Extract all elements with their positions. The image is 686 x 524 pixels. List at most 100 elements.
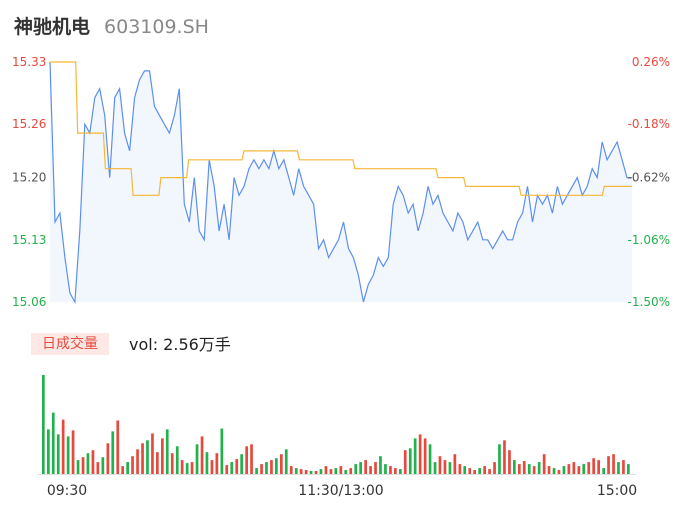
volume-bar (513, 460, 516, 474)
volume-bar (151, 433, 154, 474)
volume-bar (443, 460, 447, 474)
volume-bar (220, 428, 224, 474)
y-tick-left: 15.20 (12, 171, 46, 185)
y-tick-left: 15.33 (12, 55, 46, 69)
volume-bar (617, 462, 620, 474)
volume-bar (289, 466, 293, 474)
y-tick-left: 15.06 (12, 295, 46, 309)
volume-bar (225, 465, 229, 474)
volume-bar (379, 456, 382, 474)
volume-bar (71, 430, 75, 474)
time-label: 09:30 (47, 483, 87, 499)
volume-bar (552, 468, 556, 474)
price-panel (49, 61, 632, 305)
volume-bar (418, 434, 422, 474)
volume-bar (389, 466, 392, 474)
volume-bar (498, 444, 501, 474)
y-axis-left: 15.33 15.26 15.20 15.13 15.06 (12, 55, 46, 309)
volume-bar (572, 462, 576, 474)
volume-bar (542, 454, 546, 474)
volume-bar (354, 464, 358, 474)
volume-bar (230, 462, 234, 474)
volume-bar (408, 448, 412, 474)
price-line (49, 61, 632, 305)
volume-bar (448, 462, 452, 474)
stock-code: 603109.SH (104, 16, 209, 38)
volume-bar (309, 471, 313, 474)
volume-bar (403, 450, 407, 474)
volume-bar (66, 436, 70, 474)
volume-bar (96, 462, 100, 474)
volume-bar (359, 462, 362, 474)
volume-bar (463, 466, 467, 474)
volume-bar (215, 453, 219, 474)
y-tick-right: -1.06% (628, 233, 670, 247)
volume-bar (136, 449, 139, 475)
volume-bar (56, 434, 60, 474)
volume-bar (522, 461, 526, 474)
volume-bar (156, 452, 159, 474)
volume-bar (329, 469, 333, 475)
volume-bar (369, 466, 372, 474)
volume-bar (86, 453, 90, 474)
volume-bar (51, 412, 55, 474)
volume-bar (210, 460, 214, 474)
volume-bar (284, 449, 288, 475)
volume-bar (245, 446, 248, 474)
volume-bar (423, 438, 427, 474)
volume-bar (235, 459, 239, 474)
volume-bar (453, 454, 457, 474)
volume-bar (622, 460, 625, 474)
volume-bar (185, 463, 189, 474)
volume-bar (275, 458, 278, 474)
volume-bar (106, 443, 110, 474)
volume-tab[interactable]: 日成交量 (31, 333, 109, 355)
volume-bar (240, 454, 243, 474)
volume-bar (344, 470, 348, 474)
volume-bar (532, 466, 536, 474)
volume-bar (493, 462, 496, 474)
volume-bar (537, 462, 541, 474)
volume-bar (394, 468, 397, 474)
volume-bar (131, 456, 134, 474)
volume-bar (294, 468, 298, 474)
volume-bar (547, 466, 551, 474)
stock-name: 神驰机电 (14, 16, 91, 38)
volume-bar (483, 466, 486, 474)
volume-bar (47, 429, 50, 474)
volume-bar (413, 438, 417, 474)
volume-bar (438, 456, 442, 474)
volume-bar (334, 468, 338, 474)
volume-bar (433, 462, 437, 474)
volume-bar (190, 462, 194, 474)
volume-bar (468, 468, 472, 474)
volume-bar (250, 444, 253, 474)
time-label: 15:00 (597, 483, 637, 499)
volume-bar (567, 464, 571, 474)
volume-bar (364, 460, 367, 474)
volume-bar (101, 457, 105, 474)
volume-bar (597, 460, 600, 474)
time-label: 11:30/13:00 (298, 483, 383, 499)
volume-bar (61, 419, 65, 475)
volume-bar (602, 468, 605, 474)
volume-bar (170, 453, 174, 474)
volume-bar (577, 466, 581, 474)
volume-bar (518, 464, 521, 474)
volume-bar (146, 440, 149, 474)
volume-bar (384, 464, 387, 474)
y-axis-right: 0.26% -0.18% -0.62% -1.06% -1.50% (628, 55, 670, 309)
volume-bar (42, 375, 45, 474)
volume-bar (280, 454, 283, 474)
volume-bar (527, 464, 531, 474)
volume-bar (458, 464, 462, 474)
volume-bar (255, 468, 258, 474)
volume-bar (488, 469, 491, 475)
volume-bar (260, 464, 263, 474)
volume-bar (314, 471, 318, 474)
volume-bar (428, 444, 432, 474)
volume-bar (592, 458, 595, 474)
volume-bar (503, 440, 506, 474)
volume-bar (299, 469, 303, 475)
volume-bar (349, 468, 353, 474)
